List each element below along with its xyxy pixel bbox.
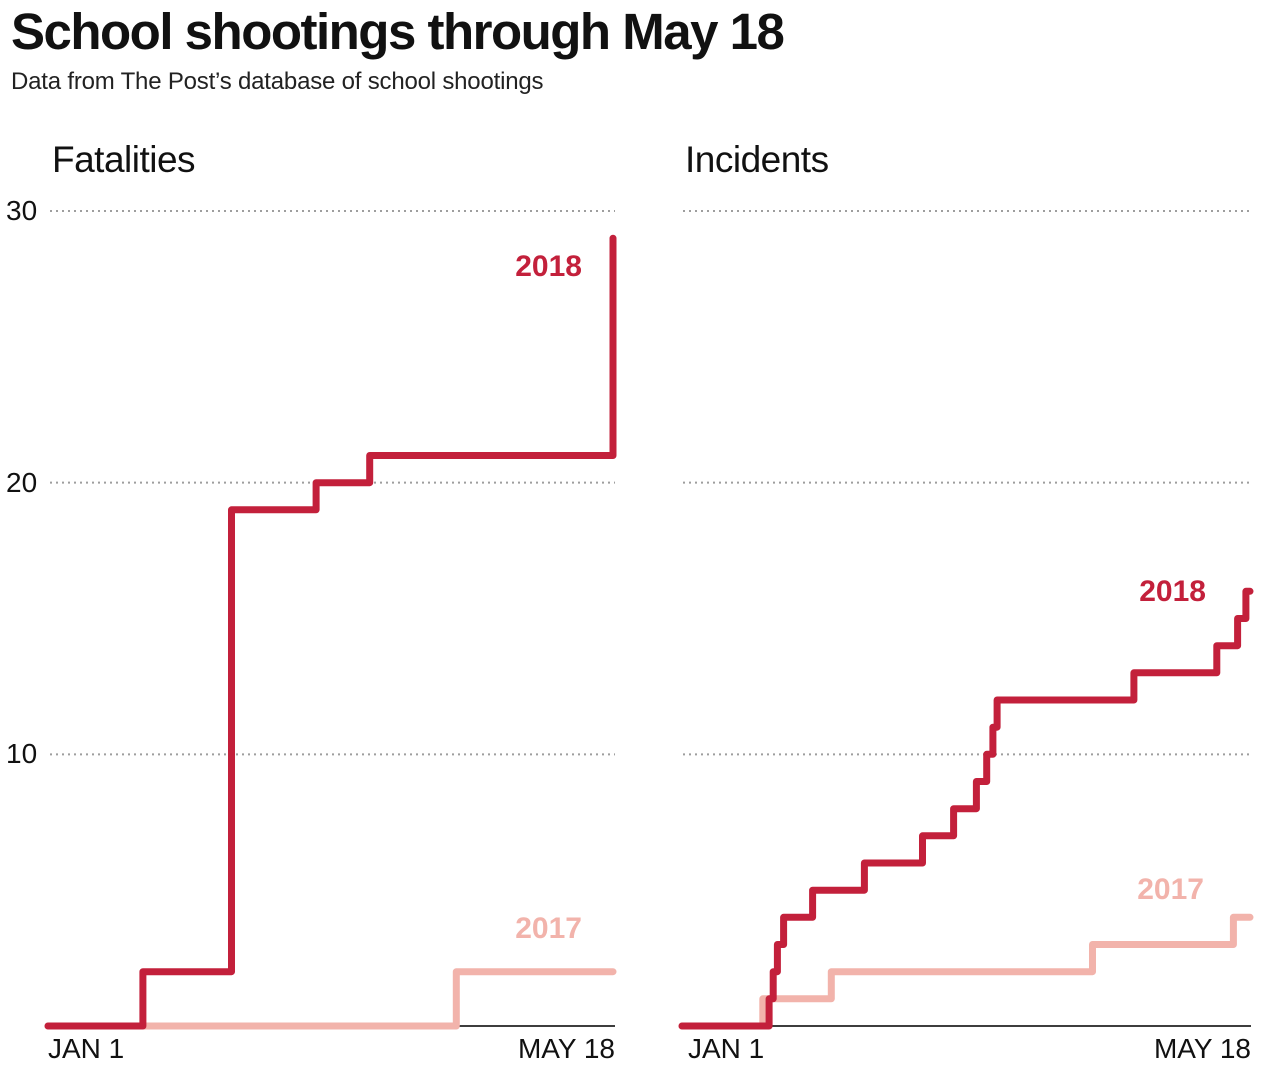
- y-axis-tick-label: 30: [6, 194, 38, 226]
- series-line-2018: [678, 587, 1254, 1030]
- y-axis-tick-label: 10: [6, 738, 38, 770]
- series-line-2018: [44, 234, 617, 1030]
- chart-title: School shootings through May 18: [11, 3, 785, 60]
- panel-title-incidents: Incidents: [685, 139, 829, 180]
- series-line-2017: [678, 913, 1254, 1030]
- x-axis-label-may18-incidents: MAY 18: [1153, 1033, 1251, 1064]
- chart-subtitle: Data from The Post’s database of school …: [11, 68, 544, 95]
- series-label-fatalities-2017: 2017: [515, 912, 582, 945]
- x-axis-label-may18-fatalities: MAY 18: [517, 1033, 615, 1064]
- series-label-fatalities-2018: 2018: [515, 250, 582, 283]
- x-axis-label-jan1-incidents: JAN 1: [688, 1033, 765, 1064]
- series-line-2017: [44, 968, 617, 1030]
- panel-title-fatalities: Fatalities: [52, 139, 196, 180]
- y-axis-tick-label: 20: [6, 466, 38, 498]
- series-label-incidents-2017: 2017: [1137, 873, 1204, 906]
- x-axis-label-jan1-fatalities: JAN 1: [48, 1033, 125, 1064]
- series-label-incidents-2018: 2018: [1139, 575, 1206, 608]
